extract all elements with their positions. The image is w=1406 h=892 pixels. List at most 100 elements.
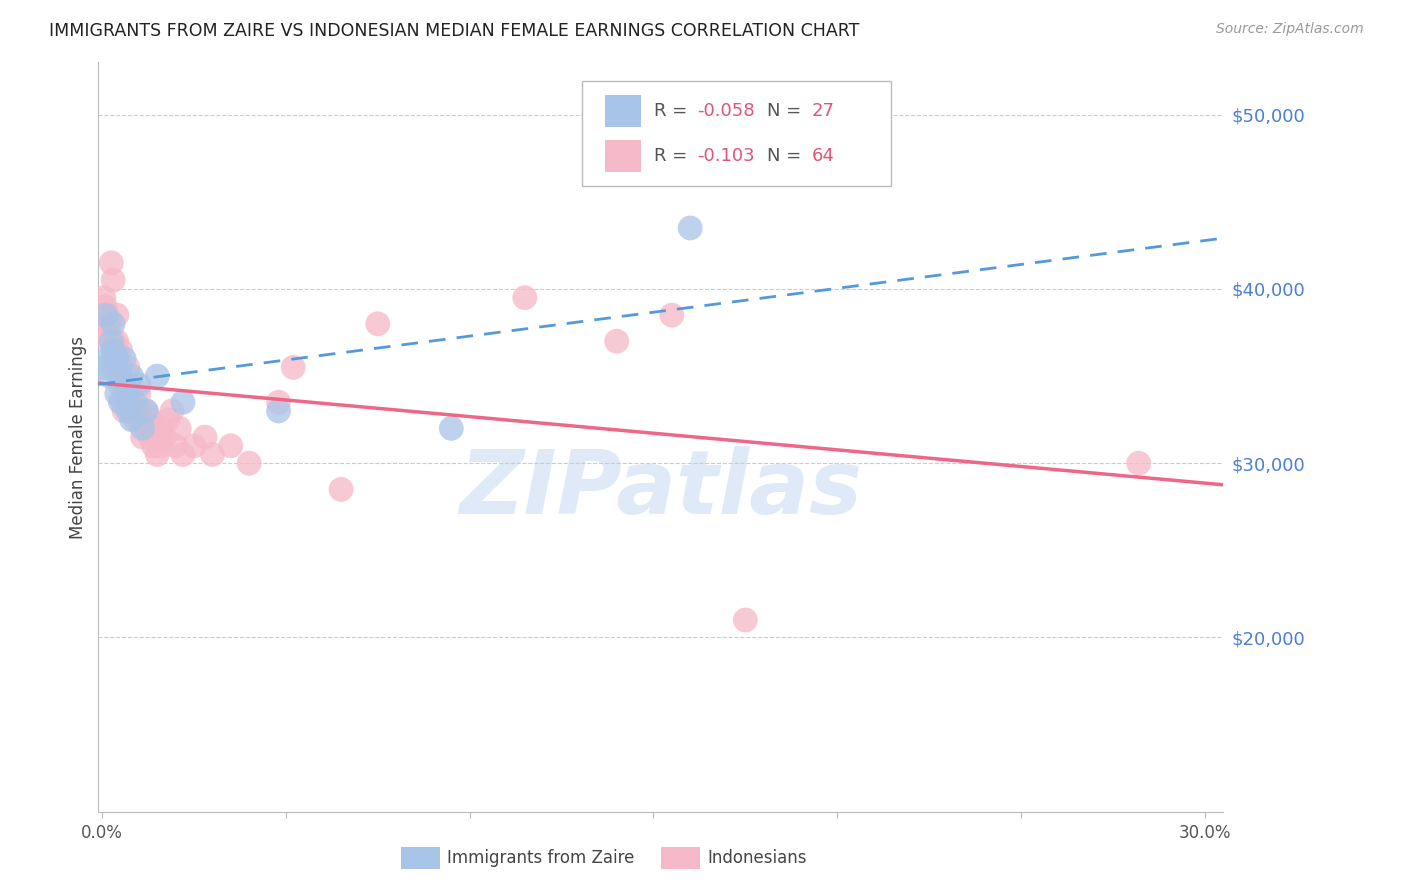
- Text: Immigrants from Zaire: Immigrants from Zaire: [447, 849, 634, 867]
- Point: [94, 308, 117, 322]
- Point: [101, 334, 124, 349]
- Point: [97, 308, 120, 322]
- Text: N =: N =: [766, 147, 807, 165]
- Point: [149, 439, 172, 453]
- Text: R =: R =: [654, 147, 693, 165]
- Point: [330, 483, 353, 497]
- Point: [146, 448, 169, 462]
- Point: [93, 360, 115, 375]
- Point: [100, 256, 122, 270]
- Point: [117, 386, 139, 401]
- Point: [110, 343, 132, 357]
- Point: [124, 404, 146, 418]
- Point: [94, 299, 117, 313]
- Point: [146, 369, 169, 384]
- Point: [110, 377, 132, 392]
- Point: [131, 412, 153, 426]
- Point: [131, 430, 153, 444]
- Point: [238, 456, 260, 470]
- Point: [110, 395, 132, 409]
- Point: [183, 439, 205, 453]
- Point: [121, 412, 143, 426]
- Point: [101, 351, 124, 366]
- Point: [104, 343, 127, 357]
- Point: [128, 386, 150, 401]
- Text: -0.103: -0.103: [697, 147, 755, 165]
- Point: [661, 308, 683, 322]
- Point: [105, 308, 128, 322]
- Y-axis label: Median Female Earnings: Median Female Earnings: [69, 335, 87, 539]
- Point: [112, 386, 135, 401]
- Point: [149, 421, 172, 435]
- Point: [135, 421, 157, 435]
- Point: [98, 369, 121, 384]
- Point: [283, 360, 305, 375]
- Point: [139, 430, 162, 444]
- Point: [112, 404, 135, 418]
- Point: [117, 377, 139, 392]
- Text: Source: ZipAtlas.com: Source: ZipAtlas.com: [1216, 22, 1364, 37]
- Text: N =: N =: [766, 103, 807, 120]
- Text: 64: 64: [811, 147, 834, 165]
- Point: [117, 404, 139, 418]
- Point: [142, 439, 165, 453]
- Point: [146, 430, 169, 444]
- Bar: [605, 140, 641, 172]
- Point: [201, 448, 224, 462]
- Point: [172, 448, 194, 462]
- Point: [105, 351, 128, 366]
- Point: [440, 421, 463, 435]
- Point: [135, 404, 157, 418]
- Point: [139, 412, 162, 426]
- Point: [267, 395, 290, 409]
- Point: [513, 291, 536, 305]
- Point: [94, 326, 117, 340]
- Point: [128, 377, 150, 392]
- Text: IMMIGRANTS FROM ZAIRE VS INDONESIAN MEDIAN FEMALE EARNINGS CORRELATION CHART: IMMIGRANTS FROM ZAIRE VS INDONESIAN MEDI…: [49, 22, 859, 40]
- Point: [112, 377, 135, 392]
- Point: [142, 421, 165, 435]
- Point: [105, 334, 128, 349]
- Point: [367, 317, 389, 331]
- Point: [112, 351, 135, 366]
- Point: [110, 360, 132, 375]
- Point: [267, 404, 290, 418]
- Point: [606, 334, 628, 349]
- Point: [131, 421, 153, 435]
- Point: [169, 421, 191, 435]
- Point: [97, 351, 120, 366]
- Point: [121, 404, 143, 418]
- Bar: [605, 95, 641, 127]
- Point: [104, 360, 127, 375]
- Text: R =: R =: [654, 103, 693, 120]
- Point: [117, 360, 139, 375]
- Point: [194, 430, 217, 444]
- Point: [101, 273, 124, 287]
- Text: ZIPatlas: ZIPatlas: [460, 446, 862, 533]
- Point: [734, 613, 756, 627]
- Point: [1128, 456, 1150, 470]
- Point: [93, 291, 115, 305]
- Point: [105, 386, 128, 401]
- Point: [105, 351, 128, 366]
- Point: [107, 369, 129, 384]
- Point: [157, 412, 180, 426]
- Point: [98, 334, 121, 349]
- Point: [128, 404, 150, 418]
- FancyBboxPatch shape: [582, 81, 891, 186]
- Point: [121, 369, 143, 384]
- Text: Indonesians: Indonesians: [707, 849, 807, 867]
- Point: [124, 395, 146, 409]
- Point: [110, 369, 132, 384]
- Point: [124, 412, 146, 426]
- Point: [98, 317, 121, 331]
- Point: [101, 343, 124, 357]
- Point: [94, 317, 117, 331]
- Point: [101, 317, 124, 331]
- Point: [91, 308, 114, 322]
- Point: [153, 430, 176, 444]
- Point: [111, 395, 134, 409]
- Point: [121, 386, 143, 401]
- Point: [160, 404, 183, 418]
- Point: [117, 395, 139, 409]
